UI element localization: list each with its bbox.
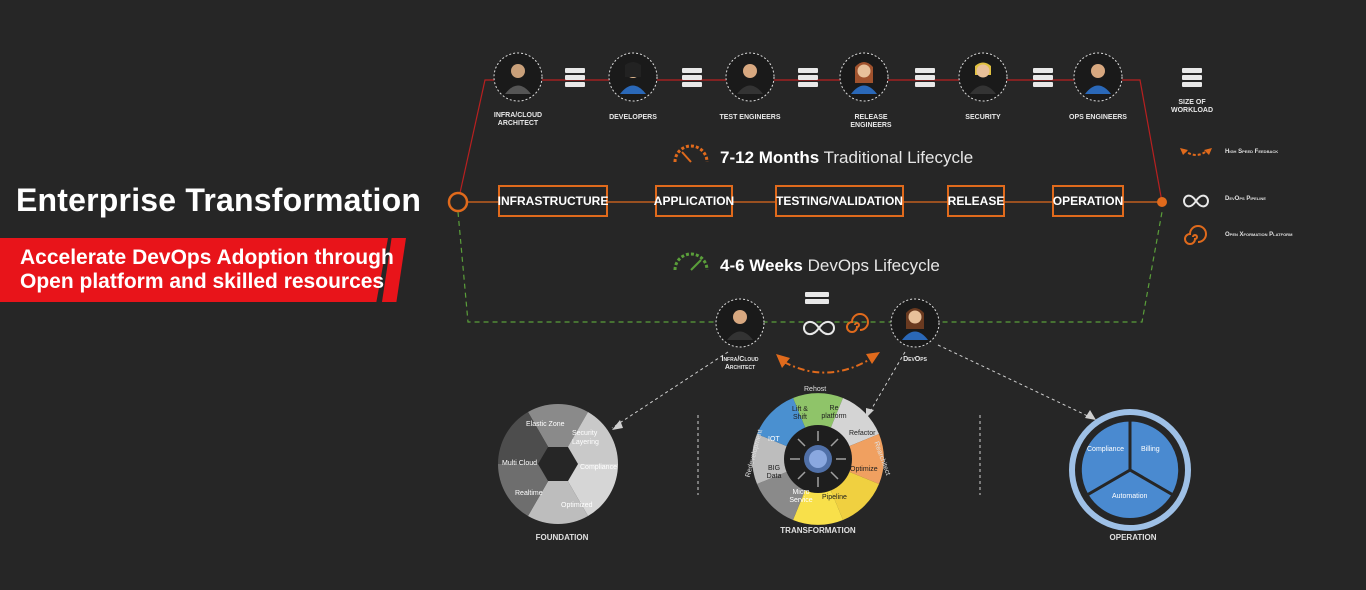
subtitle-line-2: Open platform and skilled resources bbox=[20, 270, 385, 293]
page-title: Enterprise Transformation bbox=[16, 182, 422, 218]
workload-stack-icon bbox=[805, 292, 829, 304]
foundation-segment-elastic-zone: Elastic Zone bbox=[526, 421, 565, 428]
avatar-developers bbox=[608, 52, 658, 102]
devops-architect-label: Infra/Cloud Architect bbox=[721, 356, 759, 371]
subtitle-banner bbox=[0, 238, 388, 302]
traditional-path bbox=[457, 79, 1163, 203]
traditional-lifecycle-title: 7-12 Months Traditional Lifecycle bbox=[720, 148, 974, 167]
devops-engineer-avatar bbox=[890, 298, 940, 348]
workload-stack-icon bbox=[682, 68, 702, 87]
feedback-arrow bbox=[776, 352, 880, 374]
role-label-developers: DEVELOPERS bbox=[609, 114, 657, 121]
operation-segment-automation: Automation bbox=[1112, 493, 1148, 500]
legend-pipeline-icon bbox=[1182, 194, 1210, 208]
arrowhead bbox=[866, 408, 874, 418]
foundation-segment-compliance: Compliance bbox=[580, 464, 617, 471]
connector-lines bbox=[611, 344, 1093, 495]
transformation-segment-refactor: Refactor bbox=[849, 430, 876, 437]
role-avatars bbox=[493, 52, 1123, 102]
foundation-segment-multi-cloud: Multi Cloud bbox=[502, 460, 538, 467]
transformation-segment-iot: IOT bbox=[768, 436, 780, 443]
operation-wheel bbox=[1069, 409, 1191, 531]
legend-platform-label: Open Xformation Platform bbox=[1225, 232, 1293, 238]
transformation-segment-micro-service: Micro Service bbox=[789, 489, 813, 504]
arrowhead bbox=[1085, 410, 1096, 420]
devops-architect-avatar bbox=[715, 298, 765, 348]
legend-pipeline-label: DevOps Pipeline bbox=[1225, 196, 1266, 202]
legend-workload-icon bbox=[1182, 68, 1202, 87]
avatar-ops-engineers bbox=[1073, 52, 1123, 102]
devops-pipeline-icon bbox=[802, 321, 836, 335]
avatar-test-engineers bbox=[725, 52, 775, 102]
foundation-label: FOUNDATION bbox=[535, 533, 589, 542]
speedometer-fast-icon bbox=[673, 252, 709, 271]
stage-application: APPLICATION bbox=[654, 185, 734, 217]
devops-engineer-label: DevOps bbox=[903, 356, 927, 363]
stage-infrastructure: INFRASTRUCTURE bbox=[498, 185, 608, 217]
stage-release: RELEASE bbox=[947, 185, 1005, 217]
workload-stack-icon bbox=[915, 68, 935, 87]
workload-icons bbox=[565, 68, 1202, 304]
legend-platform-icon bbox=[1184, 225, 1207, 245]
operation-segment-compliance: Compliance bbox=[1087, 446, 1124, 453]
operation-segment-billing: Billing bbox=[1141, 446, 1160, 453]
legend-feedback-label: High Speed Feedback bbox=[1225, 149, 1279, 155]
devops-path bbox=[457, 211, 1163, 323]
role-label-ops-engineers: OPS ENGINEERS bbox=[1069, 114, 1127, 121]
operation-label: OPERATION bbox=[1109, 533, 1157, 542]
avatar-infra-architect bbox=[493, 52, 543, 102]
workload-stack-icon bbox=[1033, 68, 1053, 87]
transformation-segment-big-data: BIG Data bbox=[766, 465, 782, 480]
transformation-segment-optimize: Optimize bbox=[850, 466, 878, 473]
stage-operation: OPERATION bbox=[1052, 185, 1124, 217]
legend-workload-label: SIZE OF WORKLOAD bbox=[1171, 99, 1213, 114]
start-node bbox=[447, 191, 469, 213]
devops-platform-icon bbox=[846, 313, 869, 333]
transformation-segment-lift-shift: Lift & Shift bbox=[792, 406, 808, 421]
role-label-infra-architect: INFRA/CLOUD ARCHITECT bbox=[493, 112, 543, 127]
foundation-wheel bbox=[498, 403, 618, 525]
stage-testing-validation: TESTING/VALIDATION bbox=[775, 185, 904, 217]
transformation-wheel bbox=[752, 393, 884, 525]
workload-stack-icon bbox=[798, 68, 818, 87]
arrowhead bbox=[612, 420, 623, 430]
foundation-segment-security: Security Layering bbox=[572, 430, 599, 446]
speedometer-slow-icon bbox=[673, 144, 709, 163]
role-label-test-engineers: TEST ENGINEERS bbox=[719, 114, 781, 121]
transformation-outer-rehost: Rehost bbox=[804, 386, 827, 393]
devops-lifecycle-title: 4-6 Weeks DevOps Lifecycle bbox=[720, 256, 940, 275]
transformation-label: TRANSFORMATION bbox=[780, 526, 856, 535]
foundation-segment-optimized: Optimized bbox=[561, 502, 593, 509]
transformation-segment-pipeline: Pipeline bbox=[822, 494, 847, 501]
end-node bbox=[1157, 197, 1167, 207]
workload-stack-icon bbox=[565, 68, 585, 87]
role-label-release-engineers: RELEASE ENGINEERS bbox=[850, 114, 892, 129]
legend-feedback-icon bbox=[1180, 148, 1212, 156]
subtitle-line-1: Accelerate DevOps Adoption through bbox=[20, 246, 394, 269]
avatar-release-engineers bbox=[839, 52, 889, 102]
foundation-segment-realtime: Realtime bbox=[515, 490, 543, 497]
avatar-security bbox=[958, 52, 1008, 102]
transformation-segment-replatform: Re platform bbox=[821, 405, 847, 420]
role-label-security: SECURITY bbox=[965, 114, 1001, 121]
